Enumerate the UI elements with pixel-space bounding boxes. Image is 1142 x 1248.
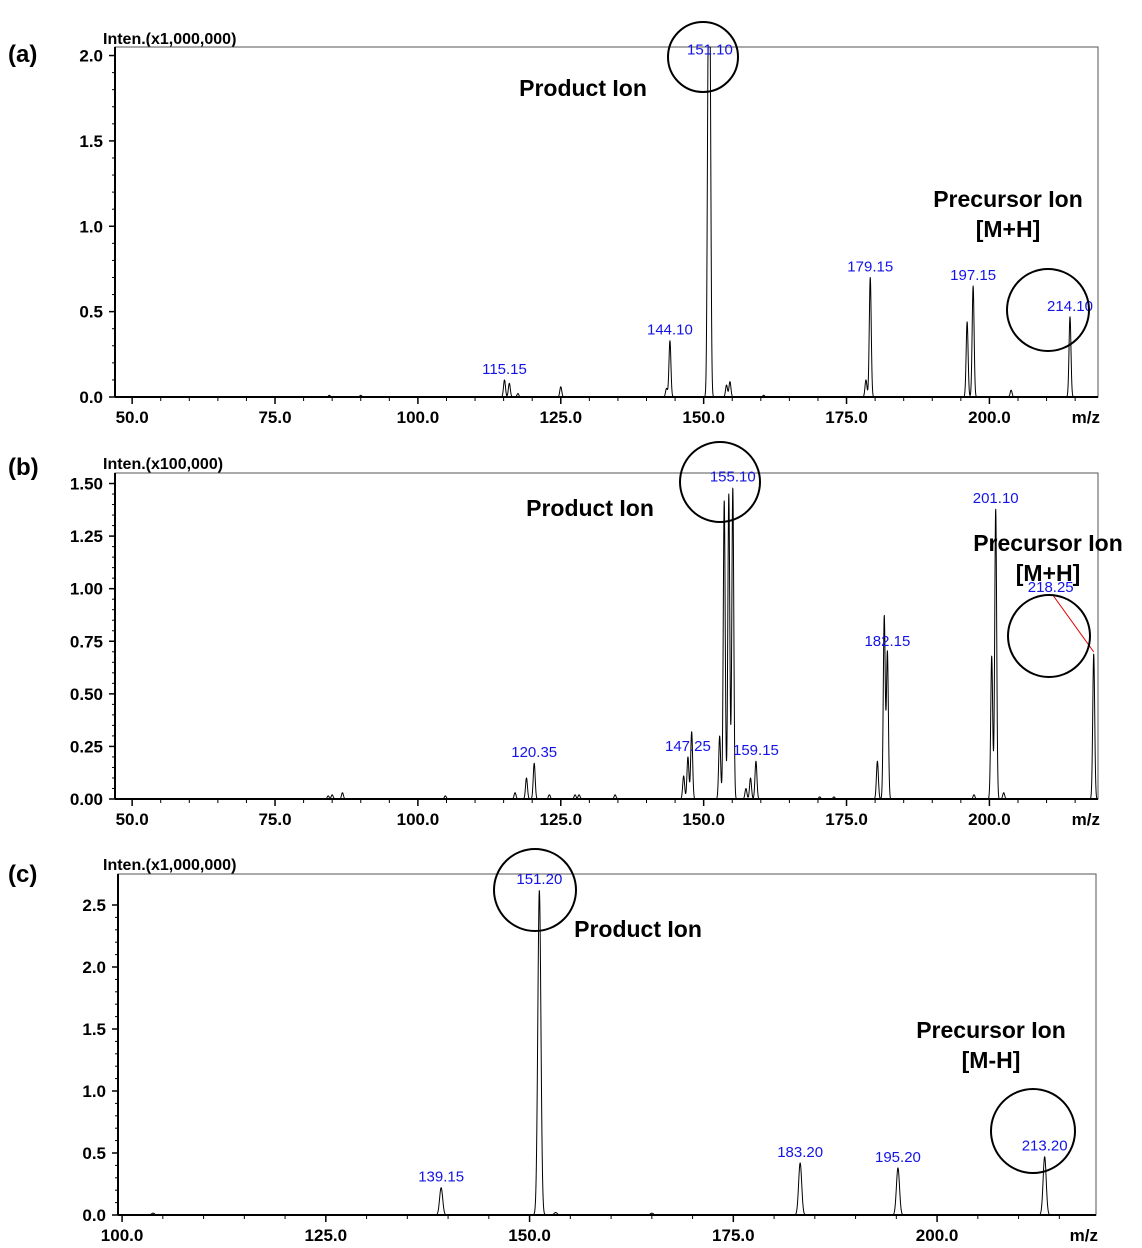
- spectrum-trace: [114, 46, 1099, 398]
- y-tick-label: 1.5: [82, 1020, 106, 1039]
- y-tick-label: 0.5: [79, 303, 103, 322]
- y-tick-label: 1.0: [79, 217, 103, 236]
- x-axis-title: m/z: [1072, 408, 1100, 427]
- x-tick-label: 125.0: [540, 408, 583, 427]
- precursor-ion-annotation: [M-H]: [962, 1047, 1021, 1073]
- x-tick-label: 100.0: [101, 1226, 144, 1245]
- y-tick-label: 1.0: [82, 1082, 106, 1101]
- peak-label: 218.25: [1028, 579, 1074, 596]
- peak-label: 151.20: [516, 871, 562, 888]
- peak-label: 201.10: [973, 490, 1019, 507]
- x-tick-label: 50.0: [116, 408, 149, 427]
- y-tick-label: 0.75: [70, 632, 103, 651]
- x-tick-label: 75.0: [258, 810, 291, 829]
- y-tick-label: 0.0: [82, 1206, 106, 1225]
- y-tick-label: 1.00: [70, 580, 103, 599]
- peak-label: 120.35: [511, 744, 557, 761]
- label-leader-line: [1052, 594, 1095, 653]
- precursor-ion-annotation: Precursor Ion: [973, 530, 1123, 556]
- y-axis-title: Inten.(x1,000,000): [103, 31, 236, 48]
- precursor-ion-annotation: Precursor Ion: [933, 186, 1083, 212]
- peak-label: 179.15: [847, 258, 893, 275]
- highlight-circle: [1006, 268, 1090, 352]
- highlight-circle: [1007, 594, 1091, 678]
- x-tick-label: 200.0: [968, 408, 1011, 427]
- peak-label: 183.20: [777, 1144, 823, 1161]
- y-tick-label: 0.0: [79, 388, 103, 407]
- x-tick-label: 200.0: [968, 810, 1011, 829]
- x-tick-label: 125.0: [540, 810, 583, 829]
- x-tick-label: 200.0: [916, 1226, 959, 1245]
- product-ion-annotation: Product Ion: [574, 916, 702, 942]
- peak-label: 213.20: [1022, 1138, 1068, 1155]
- chart-panel: (b) Inten.(x100,000) 0.00 0.25 0.50 0.75 1.00 1…: [8, 441, 1123, 829]
- highlight-circle: [493, 848, 577, 932]
- y-tick-label: 1.5: [79, 132, 103, 151]
- y-tick-label: 0.00: [70, 790, 103, 809]
- peak-label: 155.10: [710, 469, 756, 486]
- y-axis-title: Inten.(x1,000,000): [103, 857, 236, 874]
- precursor-ion-annotation: Precursor Ion: [916, 1017, 1066, 1043]
- spectrum-trace: [114, 487, 1099, 800]
- y-tick-label: 0.50: [70, 685, 103, 704]
- precursor-ion-annotation: [M+H]: [976, 216, 1041, 242]
- spectrum-trace: [117, 890, 1097, 1216]
- precursor-ion-annotation: [M+H]: [1016, 560, 1081, 586]
- x-axis-title: m/z: [1070, 1226, 1098, 1245]
- y-tick-label: 2.5: [82, 896, 106, 915]
- peak-label: 214.10: [1047, 298, 1093, 315]
- y-tick-label: 1.25: [70, 527, 103, 546]
- x-tick-label: 150.0: [682, 810, 725, 829]
- peak-label: 151.10: [687, 42, 733, 59]
- highlight-circle: [679, 441, 761, 523]
- x-tick-label: 100.0: [397, 408, 440, 427]
- x-tick-label: 75.0: [258, 408, 291, 427]
- highlight-circle: [990, 1088, 1076, 1174]
- x-tick-label: 175.0: [825, 408, 868, 427]
- highlight-circle: [667, 21, 739, 93]
- peak-label: 159.15: [733, 742, 779, 759]
- peak-label: 144.10: [647, 322, 693, 339]
- peak-label: 115.15: [482, 361, 527, 378]
- panel-label: (c): [8, 861, 37, 888]
- x-tick-label: 150.0: [682, 408, 725, 427]
- plot-frame: [114, 472, 1099, 800]
- y-tick-label: 0.25: [70, 737, 103, 756]
- x-tick-label: 175.0: [712, 1226, 755, 1245]
- x-tick-label: 150.0: [508, 1226, 551, 1245]
- y-tick-label: 0.5: [82, 1144, 106, 1163]
- product-ion-annotation: Product Ion: [519, 75, 647, 101]
- peak-label: 197.15: [950, 267, 996, 284]
- peak-label: 139.15: [418, 1169, 464, 1186]
- x-tick-label: 50.0: [116, 810, 149, 829]
- chart-panel: (c) Inten.(x1,000,000) 0.0 0.5 1.0 1.5 2.0 2.5 1…: [8, 848, 1098, 1245]
- y-tick-label: 2.0: [79, 47, 103, 66]
- y-tick-label: 2.0: [82, 958, 106, 977]
- product-ion-annotation: Product Ion: [526, 495, 654, 521]
- x-axis-title: m/z: [1072, 810, 1100, 829]
- x-tick-label: 100.0: [397, 810, 440, 829]
- panel-label: (b): [8, 454, 39, 481]
- peak-label: 182.15: [864, 633, 910, 650]
- peak-label: 147.25: [665, 738, 711, 755]
- y-axis-title: Inten.(x100,000): [103, 456, 223, 473]
- chart-panel: (a) Inten.(x1,000,000) 0.0 0.5 1.0 1.5 2.0 50.0…: [8, 21, 1100, 427]
- panel-label: (a): [8, 41, 37, 68]
- peak-label: 195.20: [875, 1149, 921, 1166]
- y-tick-label: 1.50: [70, 475, 103, 494]
- x-tick-label: 175.0: [825, 810, 868, 829]
- x-tick-label: 125.0: [305, 1226, 348, 1245]
